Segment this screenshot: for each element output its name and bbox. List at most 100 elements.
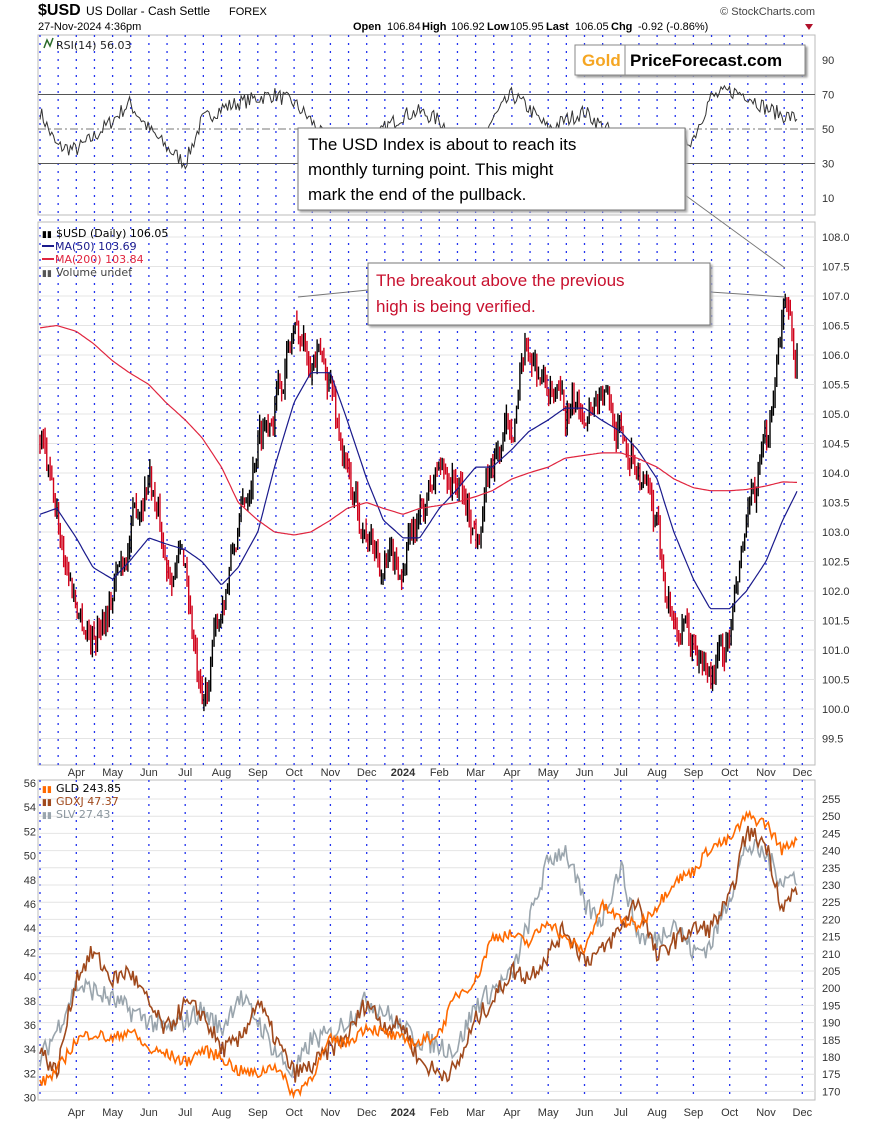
left-tick-label: 30	[24, 1093, 36, 1105]
ohlc-summary: Open 106.84 High 106.92 Low 105.95 Last …	[353, 21, 813, 33]
ma50-line	[39, 372, 798, 610]
cmp-x-tick-label: May	[102, 1107, 123, 1119]
low-label: Low	[487, 21, 509, 33]
price-tick-label: 99.5	[822, 734, 843, 746]
candle-legend-icon: ▮▮	[42, 230, 52, 240]
right-tick-label: 245	[822, 828, 840, 840]
gld-legend-text: GLD 243.85	[56, 782, 121, 795]
left-tick-label: 56	[24, 778, 36, 790]
price-tick-label: 103.0	[822, 527, 850, 539]
price-tick-label: 101.5	[822, 616, 850, 628]
price-x-tick-label: Dec	[357, 767, 377, 779]
left-tick-label: 44	[24, 923, 36, 935]
open-label: Open	[353, 21, 381, 33]
price-tick-label: 104.0	[822, 468, 850, 480]
cmp-x-tick-label: Nov	[756, 1107, 776, 1119]
price-x-tick-label: Jun	[140, 767, 158, 779]
cmp-x-tick-label: Jul	[614, 1107, 628, 1119]
right-tick-label: 210	[822, 949, 840, 961]
right-tick-label: 250	[822, 811, 840, 823]
slv-line	[39, 838, 798, 1079]
high-label: High	[422, 21, 447, 33]
price-legend: ▮▮ $USD (Daily) 106.05 MA(50) 103.69 MA(…	[42, 227, 168, 279]
price-x-tick-label: Aug	[647, 767, 667, 779]
slv-legend-icon: ▮▮	[42, 811, 52, 821]
price-x-tick-label: Jul	[178, 767, 192, 779]
cmp-x-tick-label: Mar	[466, 1107, 485, 1119]
price-x-tick-label: Aug	[212, 767, 232, 779]
price-x-tick-label: Oct	[721, 767, 738, 779]
down-triangle-icon	[805, 24, 813, 30]
gld-legend-icon: ▮▮	[42, 785, 52, 795]
price-tick-label: 102.0	[822, 586, 850, 598]
price-x-tick-label: Nov	[756, 767, 776, 779]
rsi-legend-icon	[43, 37, 54, 49]
price-x-tick-label: Dec	[793, 767, 813, 779]
left-tick-label: 52	[24, 826, 36, 838]
price-x-tick-label: May	[102, 767, 123, 779]
right-tick-label: 200	[822, 983, 840, 995]
gdxj-legend-icon: ▮▮	[42, 798, 52, 808]
left-tick-label: 38	[24, 996, 36, 1008]
open-value: 106.84	[387, 21, 421, 33]
rsi-tick-label: 70	[822, 90, 834, 102]
price-tick-label: 105.0	[822, 409, 850, 421]
last-value: 106.05	[575, 21, 609, 33]
cmp-x-tick-label: Sep	[248, 1107, 268, 1119]
left-tick-label: 34	[24, 1044, 36, 1056]
cmp-x-tick-label: 2024	[391, 1107, 416, 1119]
price-tick-label: 107.5	[822, 262, 850, 274]
price-x-tick-label: Sep	[684, 767, 704, 779]
cmp-x-tick-label: Sep	[684, 1107, 704, 1119]
left-tick-label: 54	[24, 802, 36, 814]
price-x-tick-label: Nov	[321, 767, 341, 779]
right-tick-label: 185	[822, 1035, 840, 1047]
last-label: Last	[546, 21, 569, 33]
ma50-legend-text: MA(50) 103.69	[55, 240, 137, 253]
price-x-tick-label: Feb	[430, 767, 449, 779]
price-legend-text: $USD (Daily) 106.05	[56, 227, 168, 240]
volume-legend-text: Volume undef	[56, 266, 133, 279]
price-tick-label: 101.0	[822, 645, 850, 657]
rsi-tick-label: 30	[822, 159, 834, 171]
left-tick-label: 40	[24, 972, 36, 984]
cmp-x-tick-label: Jul	[178, 1107, 192, 1119]
symbol: $USD	[38, 2, 81, 19]
left-tick-label: 42	[24, 947, 36, 959]
cmp-x-tick-label: Apr	[503, 1107, 520, 1119]
low-value: 105.95	[510, 21, 544, 33]
breakout-callout-text: The breakout above the previous high is …	[376, 271, 629, 316]
price-tick-label: 108.0	[822, 232, 850, 244]
price-x-tick-label: Oct	[286, 767, 303, 779]
left-tick-label: 48	[24, 875, 36, 887]
cmp-x-tick-label: Nov	[321, 1107, 341, 1119]
price-x-tick-label: May	[538, 767, 559, 779]
left-tick-label: 46	[24, 899, 36, 911]
gld-line	[39, 809, 798, 1100]
rsi-tick-label: 10	[822, 193, 834, 205]
rsi-legend: RSI(14) 56.03	[43, 37, 131, 52]
exchange: FOREX	[229, 6, 268, 18]
price-x-tick-label: Sep	[248, 767, 268, 779]
price-x-tick-label: Apr	[503, 767, 520, 779]
price-x-tick-label: Jun	[576, 767, 594, 779]
rsi-callout: The USD Index is about to reach its mont…	[297, 127, 786, 269]
datetime: 27-Nov-2024 4:36pm	[38, 21, 141, 33]
left-tick-label: 50	[24, 851, 36, 863]
cmp-x-tick-label: Jun	[576, 1107, 594, 1119]
cmp-x-tick-label: Apr	[68, 1107, 85, 1119]
copyright: © StockCharts.com	[720, 6, 815, 18]
price-tick-label: 104.5	[822, 439, 850, 451]
ma200-legend-text: MA(200) 103.84	[55, 253, 144, 266]
price-tick-label: 105.5	[822, 380, 850, 392]
price-tick-label: 103.5	[822, 498, 850, 510]
right-tick-label: 225	[822, 897, 840, 909]
volume-legend-icon: ▮▮	[42, 269, 52, 279]
right-tick-label: 170	[822, 1086, 840, 1098]
cmp-x-tick-label: Oct	[721, 1107, 738, 1119]
slv-legend-text: SLV 27.43	[56, 808, 110, 821]
price-tick-label: 106.0	[822, 350, 850, 362]
rsi-callout-text: The USD Index is about to reach its mont…	[308, 135, 581, 204]
price-tick-label: 107.0	[822, 291, 850, 303]
